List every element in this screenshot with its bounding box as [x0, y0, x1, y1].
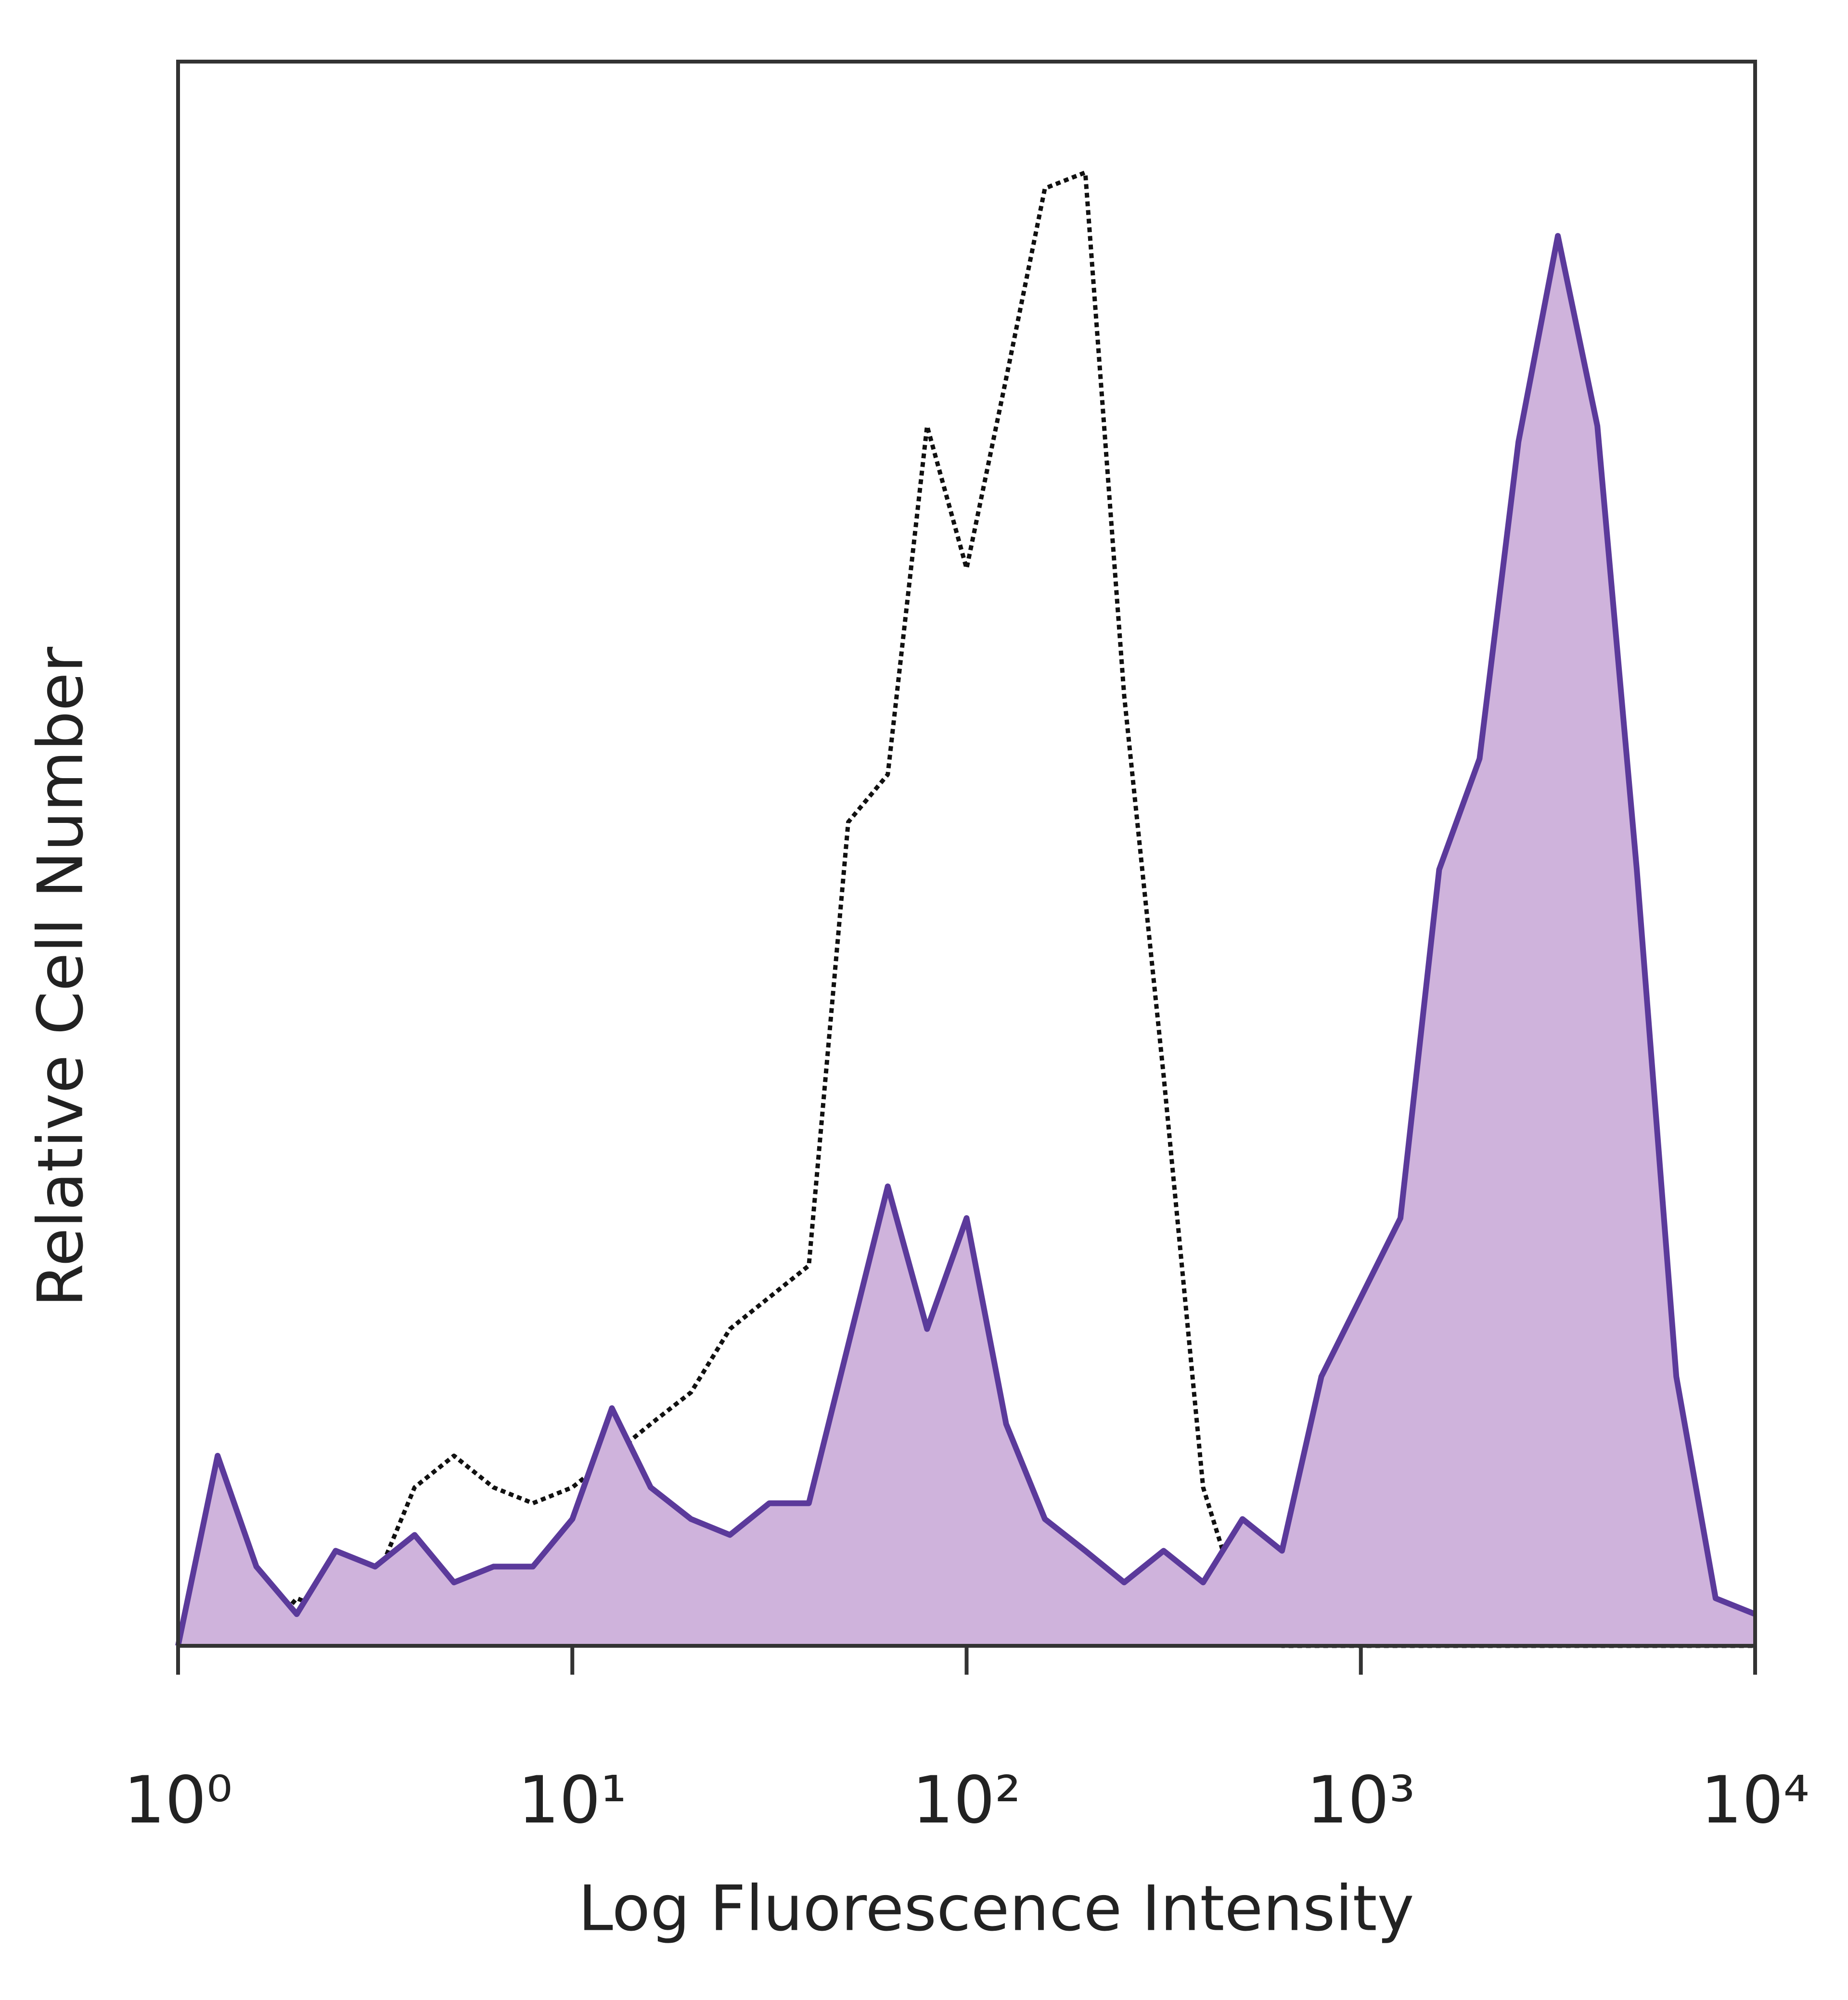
x-tick-label: 10²	[912, 1762, 1021, 1838]
histogram-line	[175, 233, 1757, 1647]
x-tick-label: 10⁴	[1701, 1762, 1810, 1838]
histogram-area	[178, 236, 1755, 1646]
y-axis-label: Relative Cell Number	[24, 646, 97, 1307]
x-axis-label: Log Fluorescence Intensity	[578, 1872, 1414, 1945]
x-tick-label: 10⁰	[124, 1762, 232, 1838]
x-tick-label: 10¹	[518, 1762, 627, 1838]
x-tick-label: 10³	[1307, 1762, 1415, 1838]
